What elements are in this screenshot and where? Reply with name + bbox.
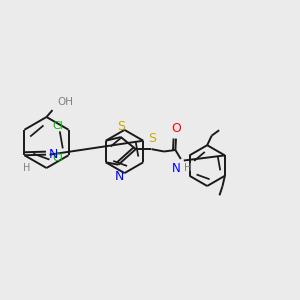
Text: S: S <box>148 132 156 145</box>
Text: O: O <box>171 122 181 135</box>
Text: Cl: Cl <box>52 153 63 163</box>
Text: H: H <box>23 163 31 173</box>
Text: N: N <box>171 162 180 175</box>
Text: N: N <box>49 148 58 161</box>
Text: H: H <box>184 163 191 173</box>
Text: N: N <box>114 169 124 182</box>
Text: Cl: Cl <box>52 121 63 131</box>
Text: S: S <box>117 120 125 133</box>
Text: OH: OH <box>57 97 73 107</box>
